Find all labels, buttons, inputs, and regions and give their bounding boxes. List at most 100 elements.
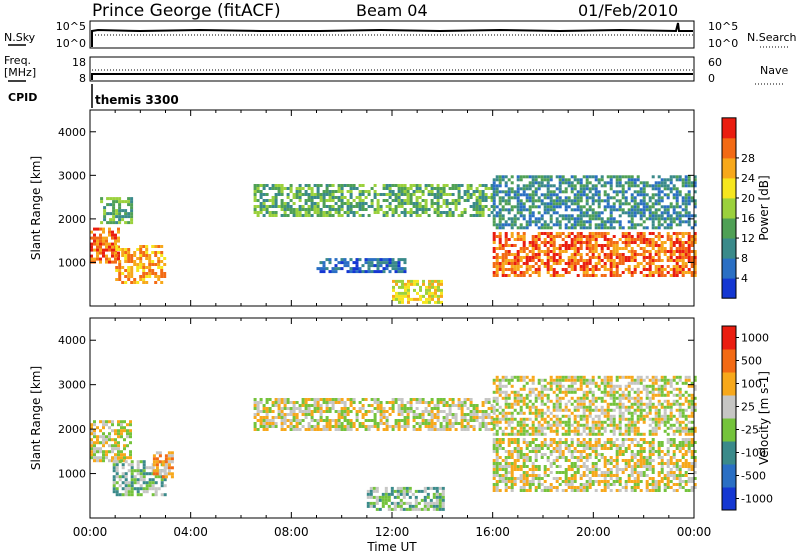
range-cell (579, 247, 583, 250)
range-cell (612, 220, 616, 224)
range-cell (271, 214, 275, 217)
range-cell (588, 220, 592, 224)
range-cell (570, 199, 574, 203)
range-cell (304, 428, 308, 431)
range-cell (151, 260, 155, 263)
range-cell (343, 196, 347, 199)
range-cell (129, 429, 132, 433)
range-cell (669, 253, 673, 256)
range-cell (555, 199, 559, 203)
range-cell (427, 422, 431, 425)
range-cell (492, 465, 496, 468)
range-cell (262, 419, 266, 422)
range-cell (555, 253, 559, 256)
range-cell (549, 423, 553, 427)
range-cell (124, 475, 128, 479)
range-cell (639, 474, 643, 477)
range-cell (579, 190, 583, 194)
range-cell (522, 489, 526, 492)
range-cell (603, 223, 607, 227)
range-cell (148, 260, 152, 263)
range-cell (445, 211, 449, 214)
range-cell (606, 232, 610, 235)
range-cell (111, 456, 114, 460)
range-cell (564, 480, 568, 483)
range-cell (451, 401, 455, 404)
range-cell (373, 419, 377, 422)
range-cell (513, 217, 517, 221)
range-cell (567, 199, 571, 203)
range-cell (391, 428, 395, 431)
range-cell (513, 196, 517, 200)
range-cell (621, 256, 625, 259)
range-cell (564, 187, 568, 191)
range-cell (639, 223, 643, 227)
range-cell (564, 441, 568, 444)
range-cell (395, 291, 398, 295)
range-cell (280, 187, 284, 190)
range-cell (657, 226, 661, 230)
range-cell (525, 196, 529, 200)
range-cell (525, 456, 529, 459)
range-cell (283, 398, 287, 401)
range-cell (160, 245, 164, 248)
range-cell (579, 387, 583, 391)
range-cell (404, 288, 407, 292)
range-cell (525, 184, 529, 188)
range-cell (564, 438, 568, 441)
range-cell (409, 211, 413, 214)
range-cell (510, 378, 514, 382)
range-cell (630, 274, 634, 277)
range-cell (151, 272, 155, 275)
range-cell (90, 444, 93, 448)
range-cell (478, 199, 482, 202)
range-cell (579, 423, 583, 427)
range-cell (307, 428, 311, 431)
range-cell (271, 425, 275, 428)
range-cell (612, 420, 616, 424)
range-cell (418, 214, 422, 217)
range-cell (612, 426, 616, 430)
range-cell (337, 413, 341, 416)
range-cell (160, 266, 164, 269)
range-cell (567, 196, 571, 200)
range-cell (663, 462, 667, 465)
range-cell (504, 259, 508, 262)
range-cell (346, 211, 350, 214)
range-cell (645, 226, 649, 230)
range-cell (582, 214, 586, 218)
range-cell (609, 423, 613, 427)
range-cell (639, 447, 643, 450)
range-cell (481, 404, 485, 407)
range-cell (585, 193, 589, 197)
range-cell (504, 426, 508, 430)
range-cell (364, 410, 368, 413)
range-cell (627, 268, 631, 271)
range-cell (519, 396, 523, 400)
range-cell (96, 456, 99, 460)
range-cell (367, 190, 371, 193)
range-cell (424, 425, 428, 428)
range-cell (609, 384, 613, 388)
range-cell (495, 417, 499, 421)
range-cell (612, 271, 616, 274)
range-cell (660, 271, 664, 274)
range-cell (148, 269, 152, 272)
range-cell (130, 472, 134, 476)
noise-right-tick-top: 10^5 (708, 20, 738, 33)
range-cell (385, 184, 389, 187)
range-cell (597, 453, 601, 456)
range-cell (630, 471, 634, 474)
range-cell (361, 425, 365, 428)
range-cell (621, 190, 625, 194)
range-cell (522, 244, 526, 247)
range-cell (606, 480, 610, 483)
range-cell (690, 444, 694, 447)
range-cell (534, 199, 538, 203)
range-cell (585, 381, 589, 385)
range-cell (600, 420, 604, 424)
range-cell (337, 211, 341, 214)
range-cell (409, 199, 413, 202)
range-cell (304, 190, 308, 193)
range-cell (549, 241, 553, 244)
